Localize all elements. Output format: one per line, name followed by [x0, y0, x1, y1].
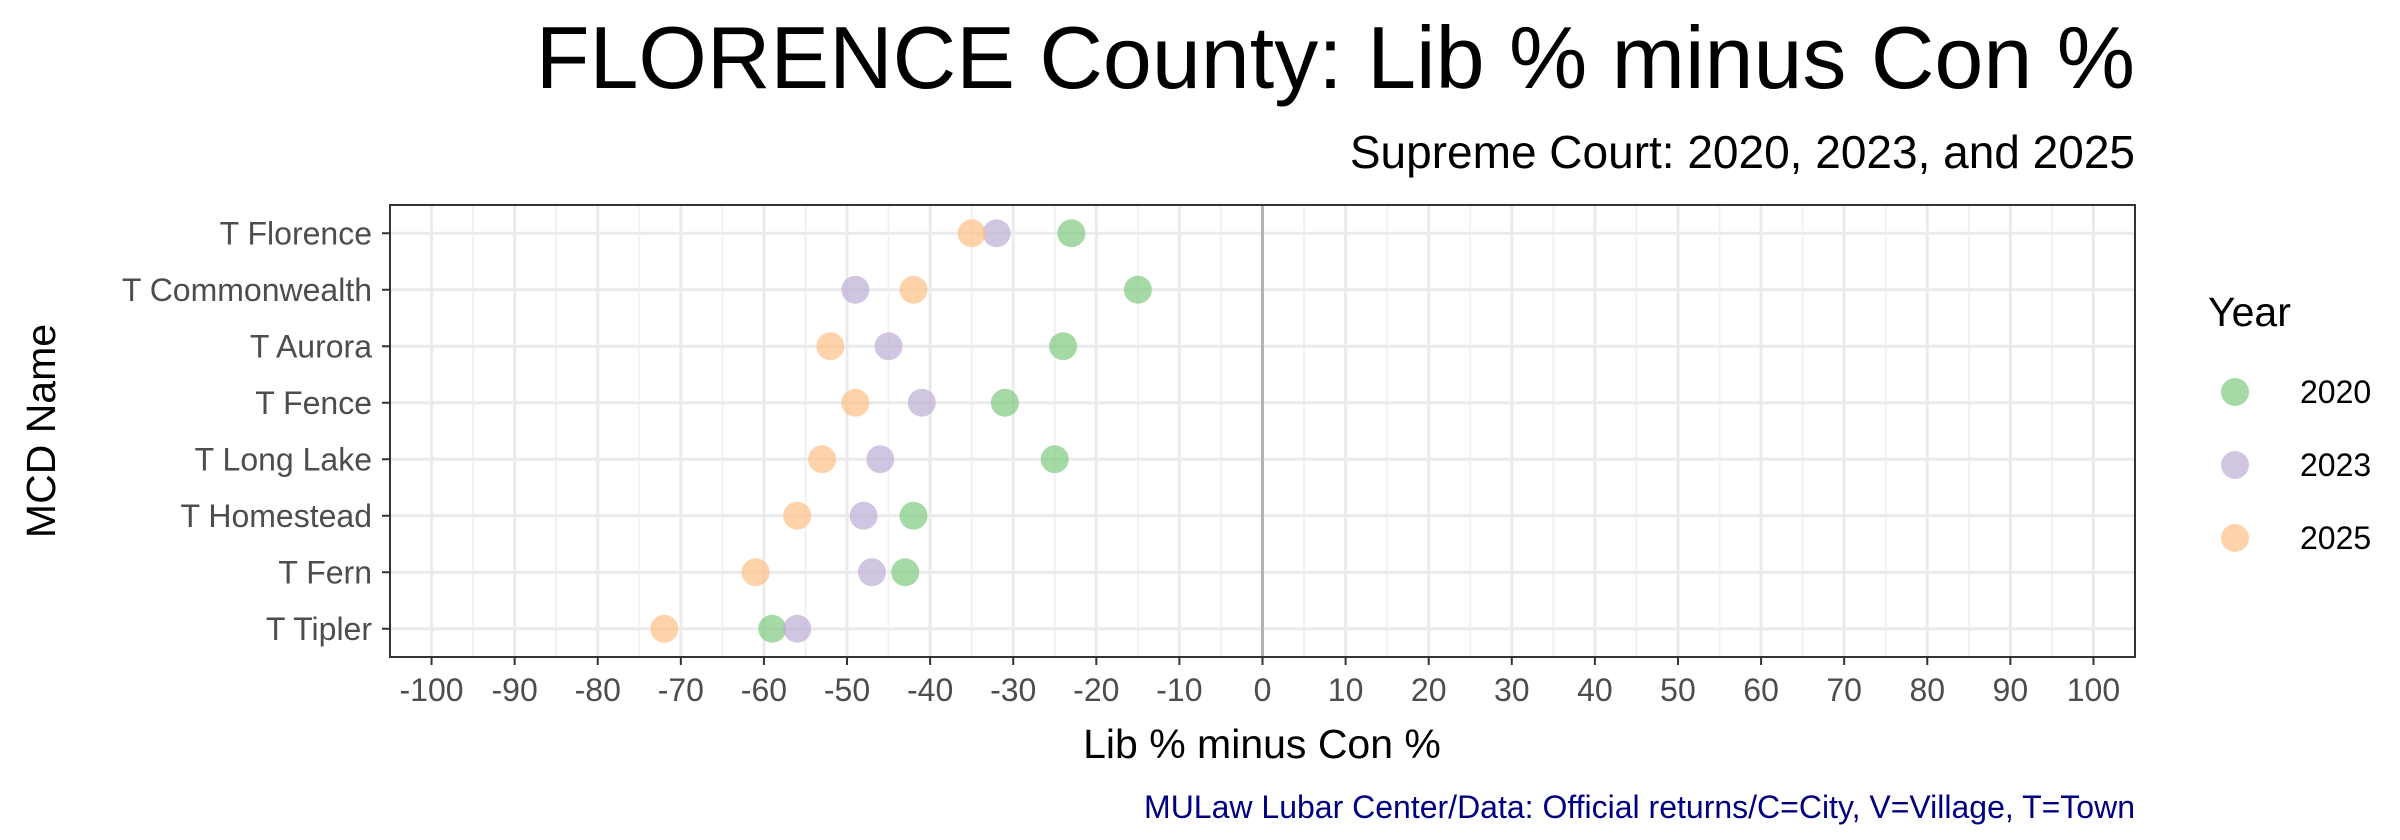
point-2020-t-homestead	[899, 501, 928, 530]
x-tick-label: -80	[575, 672, 621, 708]
point-2020-t-florence	[1057, 219, 1086, 248]
point-2023-t-long-lake	[866, 445, 895, 474]
legend: Year 2020 2023 2025	[2208, 289, 2371, 556]
x-tick-label: -50	[824, 672, 870, 708]
point-2020-t-fence	[990, 388, 1019, 417]
point-2025-t-tipler	[650, 614, 679, 643]
x-tick-label: -60	[741, 672, 787, 708]
point-2023-t-homestead	[849, 501, 878, 530]
legend-key-2025	[2221, 524, 2249, 552]
legend-label-2023: 2023	[2300, 447, 2371, 483]
point-2023-t-florence	[982, 219, 1011, 248]
legend-label-2025: 2025	[2300, 520, 2371, 556]
x-axis-title: Lib % minus Con %	[1083, 721, 1441, 767]
x-tick-label: 100	[2067, 672, 2120, 708]
x-axis: -100 -90 -80 -70 -60 -50 -40 -30 -20 -10 0 10 20 30 40…	[400, 657, 2120, 708]
y-tick-label: T Homestead	[181, 498, 373, 534]
legend-label-2020: 2020	[2300, 374, 2371, 410]
x-tick-label: 90	[1993, 672, 2029, 708]
point-2025-t-fence	[841, 388, 870, 417]
y-tick-label: T Commonwealth	[122, 272, 372, 308]
x-tick-label: 70	[1826, 672, 1862, 708]
x-tick-label: 80	[1909, 672, 1945, 708]
data-points	[650, 219, 1152, 643]
chart-subtitle: Supreme Court: 2020, 2023, and 2025	[1350, 126, 2135, 178]
y-tick-label: T Florence	[220, 215, 372, 251]
point-2025-t-homestead	[783, 501, 812, 530]
y-axis: T Florence T Commonwealth T Aurora T Fence T…	[122, 215, 390, 647]
x-tick-label: 60	[1743, 672, 1779, 708]
legend-title: Year	[2208, 289, 2291, 335]
point-2020-t-aurora	[1049, 332, 1078, 361]
x-tick-label: 50	[1660, 672, 1696, 708]
point-2025-t-long-lake	[808, 445, 837, 474]
x-tick-label: 40	[1577, 672, 1613, 708]
y-tick-label: T Fern	[278, 554, 372, 590]
point-2025-t-aurora	[816, 332, 845, 361]
point-2023-t-aurora	[874, 332, 903, 361]
x-tick-label: 10	[1328, 672, 1364, 708]
point-2025-t-fern	[741, 558, 770, 587]
legend-key-2020	[2221, 378, 2249, 406]
x-tick-label: -70	[658, 672, 704, 708]
chart-caption: MULaw Lubar Center/Data: Official return…	[1144, 789, 2135, 825]
point-2020-t-commonwealth	[1123, 275, 1152, 304]
x-tick-label: -100	[400, 672, 464, 708]
point-2020-t-tipler	[758, 614, 787, 643]
y-axis-title: MCD Name	[18, 324, 64, 538]
x-tick-label: 0	[1254, 672, 1272, 708]
point-2020-t-long-lake	[1040, 445, 1069, 474]
point-2020-t-fern	[891, 558, 920, 587]
x-tick-label: -40	[907, 672, 953, 708]
x-tick-label: -30	[990, 672, 1036, 708]
point-2025-t-florence	[957, 219, 986, 248]
point-2025-t-commonwealth	[899, 275, 928, 304]
y-tick-label: T Aurora	[250, 328, 372, 364]
x-tick-label: -20	[1073, 672, 1119, 708]
point-2023-t-commonwealth	[841, 275, 870, 304]
x-tick-label: 30	[1494, 672, 1530, 708]
y-tick-label: T Fence	[255, 385, 372, 421]
y-tick-label: T Long Lake	[195, 441, 372, 477]
x-tick-label: -90	[492, 672, 538, 708]
y-tick-label: T Tipler	[266, 611, 372, 647]
chart-title: FLORENCE County: Lib % minus Con %	[536, 8, 2135, 107]
x-tick-label: 20	[1411, 672, 1447, 708]
legend-key-2023	[2221, 451, 2249, 479]
legend-items: 2020 2023 2025	[2221, 374, 2371, 556]
point-2023-t-tipler	[783, 614, 812, 643]
point-2023-t-fern	[857, 558, 886, 587]
x-tick-label: -10	[1156, 672, 1202, 708]
point-2023-t-fence	[907, 388, 936, 417]
